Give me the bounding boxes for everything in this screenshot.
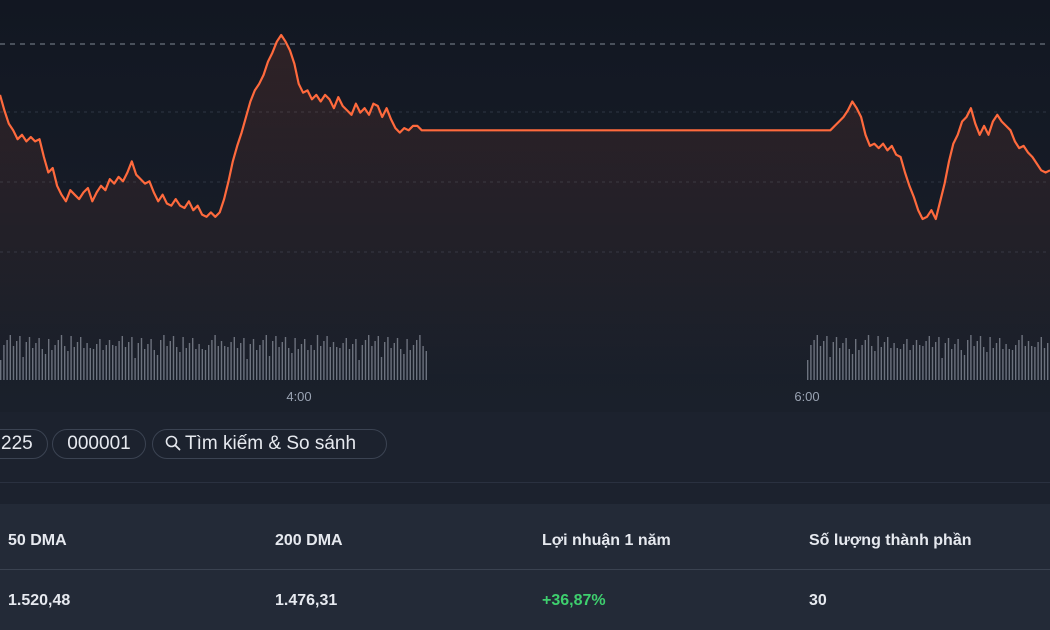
value-200dma: 1.476,31 bbox=[275, 592, 338, 609]
header-components: Số lượng thành phần bbox=[809, 532, 972, 549]
search-compare-label: Tìm kiếm & So sánh bbox=[185, 433, 357, 454]
stats-value-row: 1.520,48 1.476,31 +36,87% 30 bbox=[0, 571, 1050, 630]
time-label-4: 4:00 bbox=[286, 389, 311, 404]
stats-table: 50 DMA 200 DMA Lợi nhuận 1 năm Số lượng … bbox=[0, 504, 1050, 630]
value-1y-return: +36,87% bbox=[542, 592, 606, 609]
header-200dma: 200 DMA bbox=[275, 532, 343, 549]
search-compare-button[interactable]: Tìm kiếm & So sánh bbox=[152, 429, 387, 459]
stats-header-row: 50 DMA 200 DMA Lợi nhuận 1 năm Số lượng … bbox=[0, 504, 1050, 570]
time-label-6: 6:00 bbox=[794, 389, 819, 404]
index-chip-225[interactable]: 225 bbox=[0, 429, 48, 459]
price-line bbox=[0, 33, 1050, 221]
value-components: 30 bbox=[809, 592, 827, 609]
index-chip-000001[interactable]: 000001 bbox=[52, 429, 146, 459]
chart-area[interactable]: 4:00 6:00 bbox=[0, 0, 1050, 412]
price-area-fill bbox=[0, 35, 1050, 380]
divider bbox=[0, 482, 1050, 483]
header-50dma: 50 DMA bbox=[8, 532, 67, 549]
header-1y-return: Lợi nhuận 1 năm bbox=[542, 532, 671, 549]
value-50dma: 1.520,48 bbox=[8, 592, 71, 609]
price-chart[interactable]: 4:00 6:00 bbox=[0, 0, 1050, 412]
search-icon bbox=[165, 435, 181, 451]
chip-toolbar: 225 000001 Tìm kiếm & So sánh bbox=[0, 412, 1050, 482]
